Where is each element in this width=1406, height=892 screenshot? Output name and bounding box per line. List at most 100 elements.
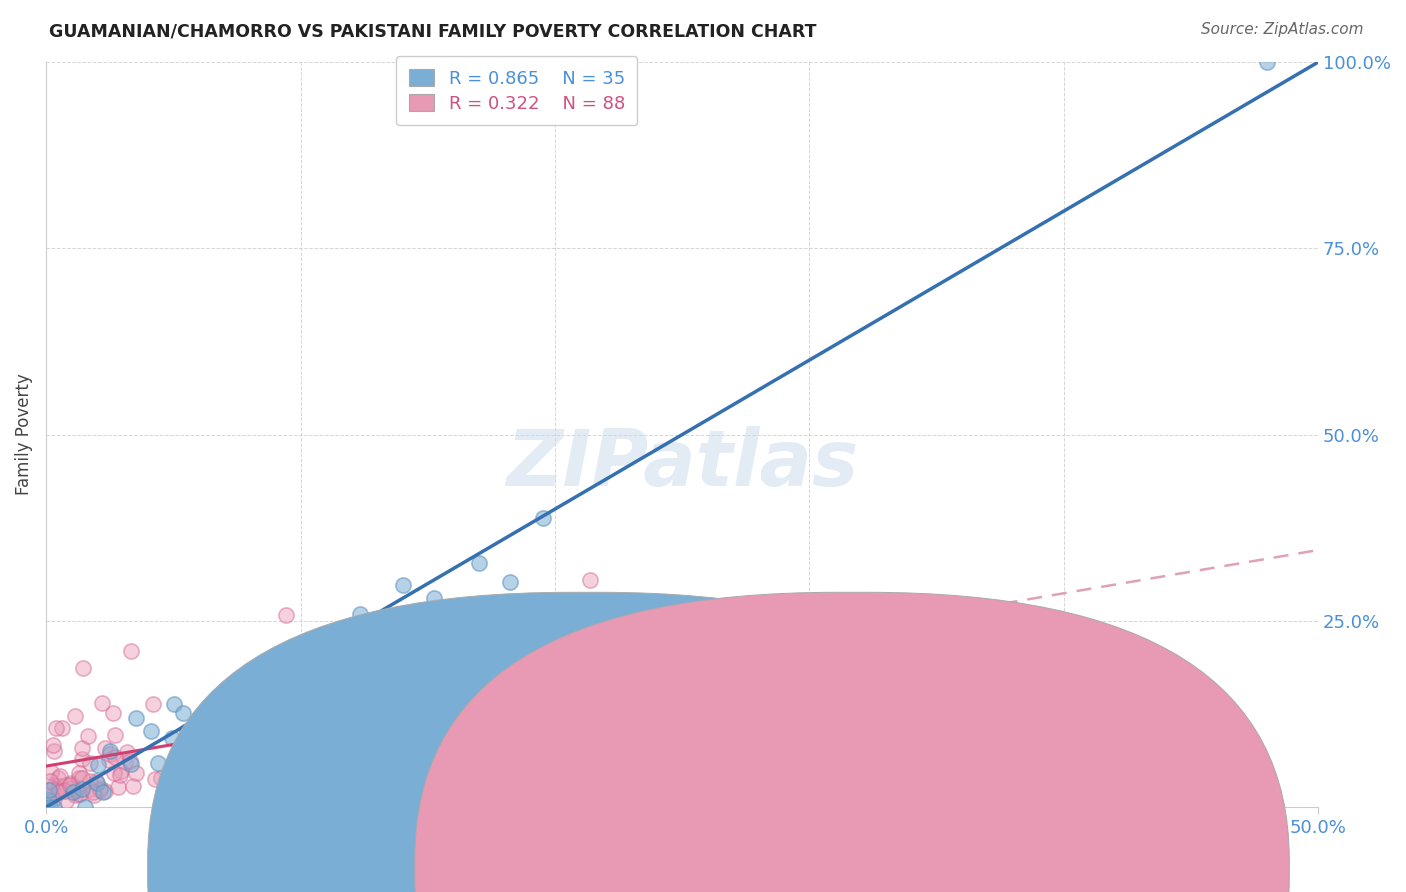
Point (652, 624, 675, 639)
Point (103, 765, 125, 780)
Point (72, 752, 94, 766)
Point (42, 744, 65, 758)
Point (73, 800, 96, 814)
Point (252, 748, 274, 763)
Point (499, 575, 522, 590)
Point (42, 778, 65, 792)
Point (104, 750, 127, 764)
Point (79, 756, 101, 770)
Point (48, 771, 70, 785)
Point (325, 729, 347, 743)
Point (257, 744, 280, 758)
Point (118, 754, 141, 768)
Point (55, 778, 77, 792)
Point (120, 756, 142, 771)
Point (423, 591, 446, 606)
Point (148, 756, 170, 771)
Text: GUAMANIAN/CHAMORRO VS PAKISTANI FAMILY POVERTY CORRELATION CHART: GUAMANIAN/CHAMORRO VS PAKISTANI FAMILY P… (49, 22, 817, 40)
Point (79, 781, 101, 796)
Point (114, 756, 136, 770)
Point (39, 765, 62, 780)
Point (142, 697, 165, 711)
Point (103, 706, 125, 720)
Point (90, 696, 112, 710)
Point (391, 577, 413, 591)
Point (295, 723, 318, 737)
Point (104, 728, 127, 742)
Point (79, 773, 101, 788)
Point (373, 710, 395, 724)
Point (58, 778, 80, 792)
Point (98, 747, 121, 761)
Point (550, 657, 572, 671)
Point (121, 779, 143, 793)
Point (46, 782, 69, 797)
Point (172, 706, 194, 720)
Point (638, 648, 661, 663)
Point (82, 785, 104, 799)
Point (39, 790, 62, 805)
Point (89, 781, 111, 796)
Text: Guamanians/Chamorros: Guamanians/Chamorros (607, 860, 808, 878)
Point (482, 673, 505, 688)
Point (276, 608, 298, 623)
Point (97, 753, 120, 767)
Point (59, 775, 82, 789)
Point (363, 642, 385, 657)
Point (38, 793, 60, 807)
Point (84, 773, 107, 788)
Point (205, 715, 228, 730)
Point (72, 661, 94, 675)
Point (579, 573, 602, 587)
Point (51, 721, 73, 735)
Point (418, 621, 440, 635)
Point (120, 644, 142, 658)
Point (526, 668, 548, 682)
Point (41, 781, 63, 796)
Point (48, 785, 70, 799)
Point (42, 739, 65, 753)
Point (281, 686, 304, 700)
Point (44, 792, 66, 806)
Point (62, 785, 84, 799)
Point (579, 616, 602, 631)
Point (69, 787, 91, 801)
Point (531, 511, 554, 525)
Text: ZIPatlas: ZIPatlas (506, 426, 858, 502)
Point (98, 744, 121, 758)
Point (38, 800, 60, 814)
Point (91, 785, 114, 799)
Point (149, 771, 172, 785)
Point (232, 753, 254, 767)
Point (522, 671, 544, 685)
Point (125, 711, 148, 725)
Point (53, 784, 76, 798)
Point (94, 740, 117, 755)
Point (283, 724, 305, 739)
Point (235, 679, 257, 693)
Point (125, 765, 148, 780)
Point (236, 683, 259, 698)
Point (312, 732, 335, 747)
Point (67, 771, 90, 785)
Point (110, 764, 132, 778)
Point (69, 766, 91, 780)
Point (69, 787, 91, 801)
Point (45, 721, 67, 735)
Point (93, 784, 115, 798)
Point (139, 724, 162, 739)
Point (169, 767, 191, 781)
Point (77, 729, 100, 743)
Point (510, 685, 533, 699)
Point (176, 724, 198, 739)
Point (70, 741, 93, 756)
Point (63, 788, 86, 802)
Point (115, 746, 138, 760)
Point (55, 794, 77, 808)
Point (339, 668, 361, 682)
Text: Source: ZipAtlas.com: Source: ZipAtlas.com (1201, 22, 1364, 37)
Point (42, 800, 65, 814)
Point (48, 769, 70, 783)
Point (48, 779, 70, 793)
Point (207, 697, 229, 711)
